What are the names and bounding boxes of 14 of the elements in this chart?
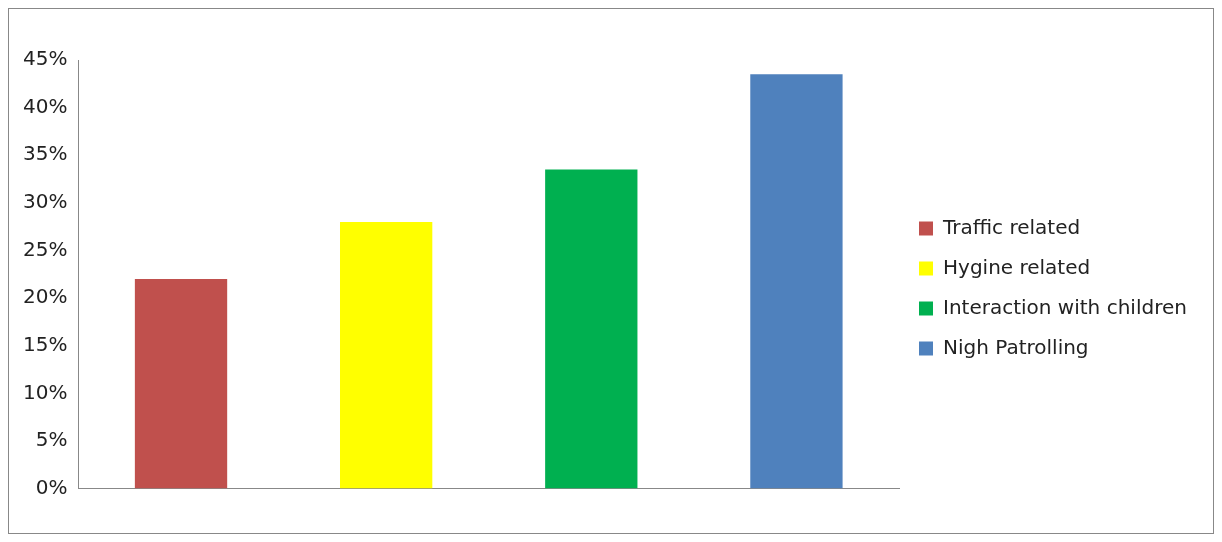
legend-label: Interaction with children <box>943 294 1187 319</box>
y-tick-label: 30% <box>23 189 68 214</box>
y-tick-label: 15% <box>23 331 68 356</box>
legend-label: Traffic related <box>942 214 1081 239</box>
y-tick-label: 25% <box>23 236 68 261</box>
legend-label: Nigh Patrolling <box>943 334 1089 359</box>
legend-label: Hygine related <box>943 254 1091 279</box>
y-tick-label: 45% <box>23 46 68 71</box>
y-tick-label: 10% <box>23 379 68 404</box>
y-tick-label: 35% <box>23 141 68 166</box>
y-tick-label: 20% <box>23 284 68 309</box>
y-tick-label: 0% <box>35 474 68 499</box>
y-tick-label: 5% <box>35 427 68 452</box>
y-tick-label: 40% <box>23 93 68 118</box>
